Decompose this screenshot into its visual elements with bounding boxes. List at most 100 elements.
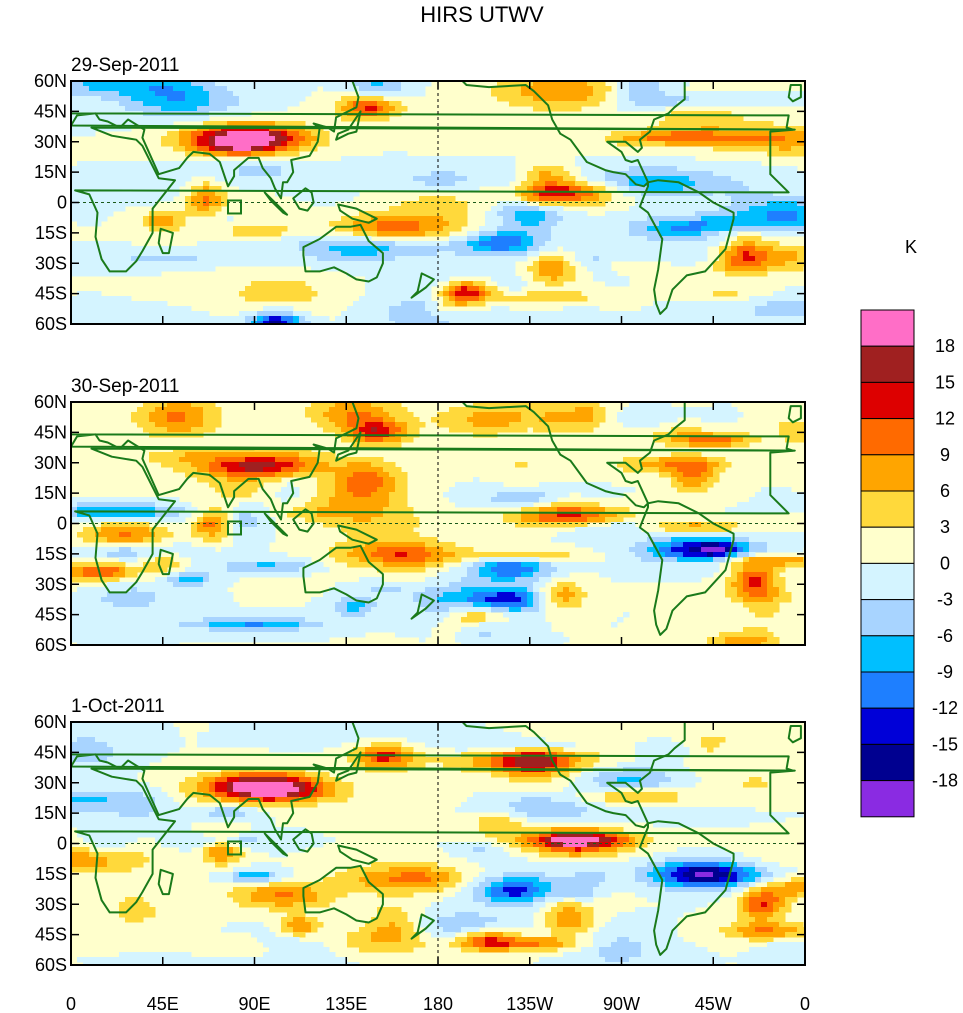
- anomaly-cell: [545, 206, 552, 212]
- anomaly-cell: [767, 251, 774, 257]
- anomaly-cell: [185, 256, 192, 262]
- anomaly-cell: [683, 467, 690, 473]
- anomaly-cell: [383, 156, 390, 162]
- anomaly-cell: [257, 246, 264, 252]
- anomaly-cell: [293, 191, 300, 197]
- anomaly-cell: [371, 472, 378, 478]
- anomaly-cell: [509, 86, 516, 92]
- anomaly-cell: [125, 196, 132, 202]
- anomaly-cell: [665, 221, 672, 227]
- anomaly-cell: [557, 427, 564, 433]
- anomaly-cell: [83, 221, 90, 227]
- anomaly-cell: [683, 477, 690, 483]
- anomaly-cell: [719, 311, 726, 317]
- anomaly-cell: [239, 91, 246, 97]
- anomaly-cell: [707, 121, 714, 127]
- anomaly-cell: [791, 432, 798, 438]
- anomaly-cell: [263, 81, 270, 87]
- anomaly-cell: [149, 186, 156, 192]
- anomaly-cell: [515, 402, 522, 408]
- anomaly-cell: [587, 186, 594, 192]
- anomaly-cell: [659, 467, 666, 473]
- anomaly-cell: [215, 316, 222, 322]
- anomaly-cell: [389, 467, 396, 473]
- anomaly-cell: [467, 156, 474, 162]
- anomaly-cell: [419, 241, 426, 247]
- anomaly-cell: [185, 81, 192, 87]
- anomaly-cell: [635, 101, 642, 107]
- anomaly-cell: [569, 106, 576, 112]
- anomaly-cell: [749, 206, 756, 212]
- anomaly-cell: [683, 216, 690, 222]
- anomaly-cell: [389, 407, 396, 413]
- anomaly-cell: [149, 457, 156, 463]
- anomaly-cell: [401, 251, 408, 257]
- anomaly-cell: [371, 442, 378, 448]
- anomaly-cell: [509, 402, 516, 408]
- anomaly-cell: [251, 106, 258, 112]
- anomaly-cell: [551, 256, 558, 262]
- anomaly-cell: [143, 176, 150, 182]
- anomaly-cell: [287, 256, 294, 262]
- anomaly-cell: [443, 271, 450, 277]
- anomaly-cell: [365, 296, 372, 302]
- anomaly-cell: [383, 291, 390, 297]
- anomaly-cell: [767, 301, 774, 307]
- anomaly-cell: [689, 221, 696, 227]
- anomaly-cell: [419, 286, 426, 292]
- anomaly-cell: [137, 171, 144, 177]
- anomaly-cell: [533, 241, 540, 247]
- anomaly-cell: [659, 246, 666, 252]
- anomaly-cell: [653, 196, 660, 202]
- anomaly-cell: [299, 196, 306, 202]
- anomaly-cell: [353, 271, 360, 277]
- anomaly-cell: [443, 196, 450, 202]
- anomaly-cell: [95, 261, 102, 267]
- anomaly-cell: [653, 186, 660, 192]
- anomaly-cell: [173, 186, 180, 192]
- anomaly-cell: [707, 166, 714, 172]
- anomaly-cell: [617, 246, 624, 252]
- anomaly-cell: [137, 201, 144, 207]
- anomaly-cell: [491, 241, 498, 247]
- anomaly-cell: [353, 316, 360, 322]
- anomaly-cell: [281, 462, 288, 468]
- anomaly-cell: [785, 186, 792, 192]
- anomaly-cell: [515, 462, 522, 468]
- anomaly-cell: [701, 442, 708, 448]
- anomaly-cell: [281, 136, 288, 142]
- anomaly-cell: [407, 422, 414, 428]
- anomaly-cell: [611, 236, 618, 242]
- anomaly-cell: [617, 276, 624, 282]
- anomaly-cell: [659, 171, 666, 177]
- anomaly-cell: [383, 311, 390, 317]
- anomaly-cell: [407, 91, 414, 97]
- anomaly-cell: [77, 221, 84, 227]
- anomaly-cell: [593, 231, 600, 237]
- anomaly-cell: [695, 136, 702, 142]
- anomaly-cell: [455, 482, 462, 488]
- anomaly-cell: [293, 181, 300, 187]
- anomaly-cell: [719, 201, 726, 207]
- anomaly-cell: [491, 316, 498, 322]
- anomaly-cell: [689, 136, 696, 142]
- anomaly-cell: [671, 231, 678, 237]
- anomaly-cell: [233, 452, 240, 458]
- anomaly-cell: [329, 402, 336, 408]
- anomaly-cell: [131, 271, 138, 277]
- anomaly-cell: [83, 321, 90, 324]
- anomaly-cell: [701, 321, 708, 324]
- anomaly-cell: [497, 311, 504, 317]
- anomaly-cell: [359, 402, 366, 408]
- anomaly-cell: [647, 191, 654, 197]
- anomaly-cell: [593, 261, 600, 267]
- anomaly-cell: [83, 196, 90, 202]
- anomaly-cell: [707, 311, 714, 317]
- anomaly-cell: [779, 191, 786, 197]
- anomaly-cell: [83, 296, 90, 302]
- anomaly-cell: [581, 412, 588, 418]
- anomaly-cell: [149, 116, 156, 122]
- anomaly-cell: [179, 407, 186, 413]
- anomaly-cell: [605, 266, 612, 272]
- anomaly-cell: [161, 116, 168, 122]
